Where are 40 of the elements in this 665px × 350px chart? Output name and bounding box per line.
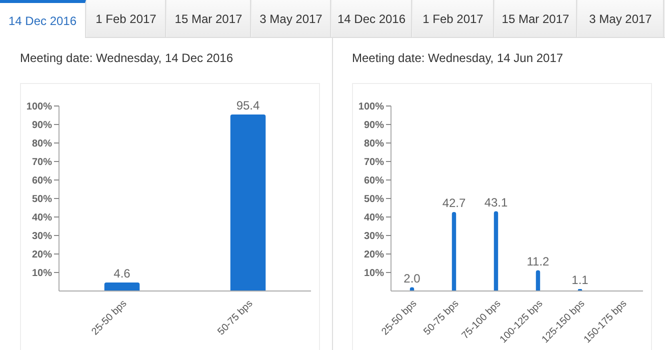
- text: 3 May 2017: [252, 0, 331, 37]
- y-tick-label: 20%: [32, 250, 52, 261]
- y-tick-label: 30%: [364, 231, 384, 242]
- y-tick-label: 80%: [32, 138, 52, 150]
- y-tick-label: 30%: [32, 231, 52, 242]
- y-tick-label: 60%: [32, 176, 52, 187]
- y-tick-label: 10%: [32, 268, 52, 280]
- data-label: 95.4: [236, 98, 260, 113]
- text: 14 Dec 2016: [0, 0, 86, 38]
- y-tick-label: 100%: [26, 102, 52, 113]
- y-tick-label: 10%: [364, 268, 384, 280]
- y-tick-label: 90%: [364, 120, 384, 132]
- y-tick-label: 50%: [32, 194, 52, 206]
- bar: [452, 212, 456, 291]
- y-tick-label: 40%: [32, 212, 52, 224]
- text: 1 Feb 2017: [413, 0, 494, 37]
- y-tick-label: 20%: [364, 250, 384, 261]
- y-tick-label: 50%: [364, 194, 384, 206]
- text: 1 Feb 2017: [87, 0, 166, 37]
- y-tick-label: 80%: [364, 138, 384, 150]
- data-label: 1.1: [572, 272, 589, 287]
- text: 15 Mar 2017: [167, 0, 251, 37]
- bar: [536, 270, 540, 291]
- text: 3 May 2017: [578, 0, 664, 37]
- y-tick-label: 70%: [32, 157, 52, 168]
- chart-title: Meeting date: Wednesday, 14 Jun 2017: [352, 51, 564, 65]
- data-label: 4.6: [114, 266, 131, 280]
- data-label: 2.0: [404, 271, 421, 286]
- y-tick-label: 90%: [32, 120, 52, 132]
- y-tick-label: 100%: [358, 102, 384, 113]
- data-label: 42.7: [442, 196, 466, 210]
- data-label: 11.2: [526, 254, 550, 268]
- y-tick-label: 60%: [364, 176, 384, 187]
- y-tick-label: 40%: [364, 212, 384, 224]
- chart-title: Meeting date: Wednesday, 14 Dec 2016: [20, 51, 234, 65]
- text: 15 Mar 2017: [495, 0, 577, 37]
- bar: [494, 211, 498, 291]
- data-label: 43.1: [484, 195, 508, 210]
- text: 14 Dec 2016: [332, 0, 412, 37]
- y-tick-label: 70%: [364, 157, 384, 168]
